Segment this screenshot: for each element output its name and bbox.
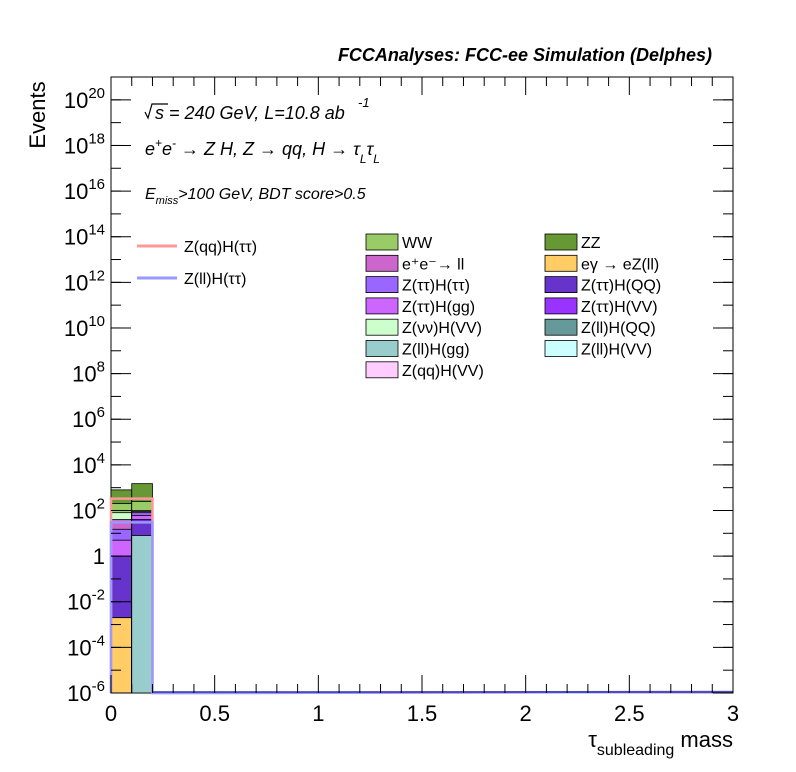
legend-box-z-h-vv bbox=[544, 297, 578, 315]
legend-box-z-ll-h-vv bbox=[544, 340, 578, 357]
svg-text:τsubleading mass: τsubleading mass bbox=[588, 727, 733, 759]
legend-label: Z(ττ)H(VV) bbox=[581, 299, 658, 316]
legend-box-zz bbox=[544, 233, 578, 251]
svg-text:s = 240 GeV, L=10.8 ab: s = 240 GeV, L=10.8 ab bbox=[155, 103, 345, 123]
legend-label: Z(ll)H(QQ) bbox=[581, 320, 656, 337]
signal-lines bbox=[109, 497, 734, 695]
line-z-ll-h bbox=[109, 521, 734, 695]
y-tick-label: 10-6 bbox=[67, 678, 105, 706]
legend-label: eγ → eZ(ll) bbox=[581, 256, 659, 273]
legend-label: Z(qq)H(ττ) bbox=[184, 239, 257, 256]
y-tick-label: 1014 bbox=[64, 222, 105, 250]
legend-label: ZZ bbox=[581, 235, 601, 252]
legend-label: Z(ll)H(VV) bbox=[581, 342, 652, 359]
legend-label: Z(ττ)H(QQ) bbox=[581, 278, 661, 295]
legend-box-z-h bbox=[365, 276, 399, 294]
legend-label: Z(ll)H(gg) bbox=[402, 342, 470, 359]
bar-z-ll-h-gg-bin-1 bbox=[131, 535, 153, 694]
energy-annotation: s = 240 GeV, L=10.8 ab -1 bbox=[144, 95, 370, 123]
y-tick-label: 1 bbox=[93, 544, 105, 569]
plot-frame bbox=[110, 76, 734, 694]
y-tick-label: 104 bbox=[72, 450, 105, 478]
y-tick-label: 1012 bbox=[64, 267, 105, 295]
y-tick-label: 1020 bbox=[64, 85, 105, 113]
x-tick-label: 0.5 bbox=[199, 701, 230, 726]
legend-label: Z(qq)H(VV) bbox=[402, 363, 484, 380]
legend-box-e-ez-ll bbox=[544, 254, 578, 272]
legend-box-z-ll-h-qq bbox=[544, 318, 578, 336]
x-tick-label: 2 bbox=[520, 701, 532, 726]
legend: Z(qq)H(ττ) Z(ll)H(ττ) WW ZZ e⁺e⁻→ ll eγ → eZ(… bbox=[137, 233, 661, 380]
line-z-qq-h bbox=[109, 497, 734, 695]
legend-box-z-ll-h-gg bbox=[365, 340, 399, 357]
legend-label: Z(ττ)H(gg) bbox=[402, 299, 475, 316]
x-tick-label: 2.5 bbox=[614, 701, 645, 726]
y-axis-label: Events bbox=[25, 81, 50, 148]
legend-box-e-e-ll bbox=[365, 254, 399, 272]
x-axis-label: τsubleading mass bbox=[588, 727, 733, 759]
y-tick-label: 108 bbox=[72, 359, 105, 387]
y-tick-label: 10-4 bbox=[67, 632, 105, 660]
legend-label: Z(ττ)H(ττ) bbox=[402, 278, 470, 295]
svg-text:Emiss>100 GeV, BDT score>0.5: Emiss>100 GeV, BDT score>0.5 bbox=[145, 186, 366, 207]
legend-box-z-h-vv bbox=[365, 318, 399, 336]
bar-e-ez-ll-bin-0 bbox=[110, 617, 133, 694]
process-annotation: e+e- → Z H, Z → qq, H → τLτL bbox=[145, 136, 380, 166]
y-tick-label: 10-2 bbox=[67, 587, 105, 615]
x-tick-label: 3 bbox=[727, 701, 739, 726]
legend-label: Z(νν)H(VV) bbox=[402, 320, 482, 337]
x-tick-label: 1 bbox=[312, 701, 324, 726]
x-tick-label: 1.5 bbox=[407, 701, 438, 726]
stacked-bars bbox=[110, 483, 153, 694]
chart-title: FCCAnalyses: FCC-ee Simulation (Delphes) bbox=[338, 45, 712, 65]
selection-annotation: Emiss>100 GeV, BDT score>0.5 bbox=[145, 186, 366, 207]
y-tick-label: 1010 bbox=[64, 313, 105, 341]
y-tick-label: 102 bbox=[72, 495, 105, 523]
legend-label: WW bbox=[402, 235, 433, 252]
svg-text:-1: -1 bbox=[358, 95, 370, 110]
x-tick-label: 0 bbox=[105, 701, 117, 726]
legend-box-ww bbox=[365, 233, 399, 251]
legend-box-z-h-gg bbox=[365, 297, 399, 315]
y-tick-label: 1018 bbox=[64, 130, 105, 158]
legend-label: e⁺e⁻→ ll bbox=[402, 256, 464, 273]
legend-label: Z(ll)H(ττ) bbox=[184, 271, 246, 288]
y-tick-label: 1016 bbox=[64, 176, 105, 204]
legend-box-z-qq-h-vv bbox=[365, 361, 399, 379]
x-axis: 0 0.5 1 1.5 2 2.5 3 bbox=[105, 77, 739, 726]
legend-box-z-h-qq bbox=[544, 276, 578, 294]
svg-text:e+e- → Z H, Z → qq, H → τLτ: e+e- → Z H, Z → qq, H → τLτL bbox=[145, 136, 380, 166]
y-axis: 10-6 10-4 10-2 1 102 104 106 108 1010 1012 1014 101… bbox=[64, 76, 733, 706]
y-tick-label: 106 bbox=[72, 404, 105, 432]
